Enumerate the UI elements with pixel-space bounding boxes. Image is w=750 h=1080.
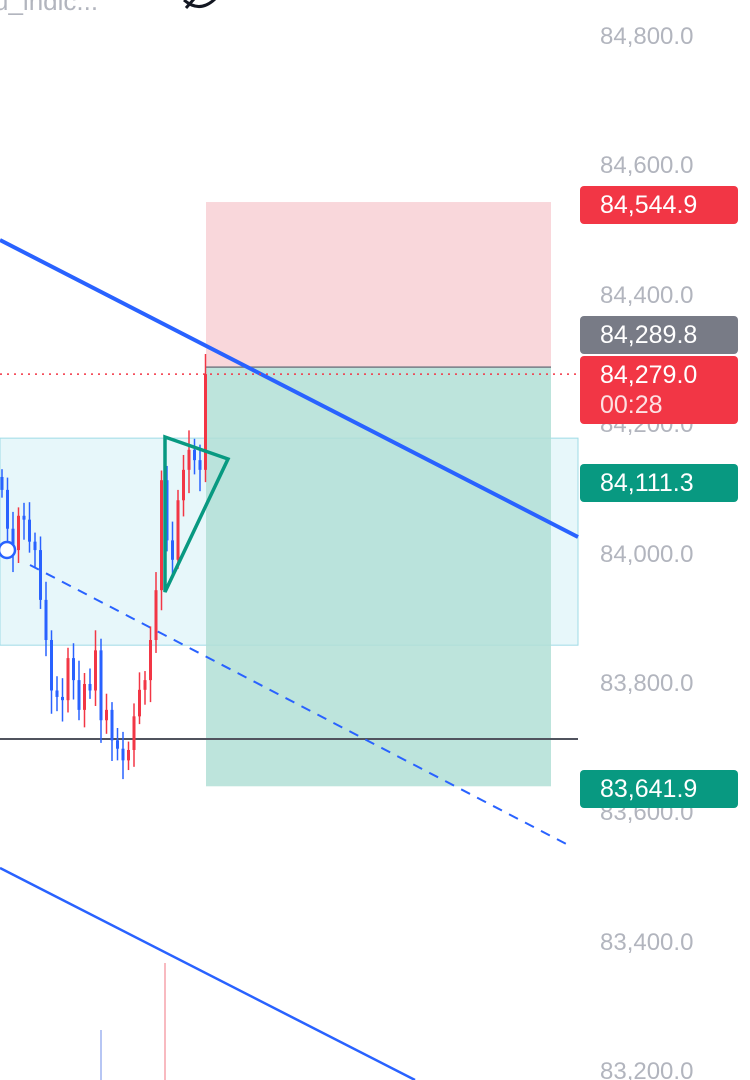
candle [72,658,75,681]
current-price-value: 84,279.0 [600,361,698,389]
candle [127,749,130,761]
candle [6,489,9,529]
candle [204,374,207,470]
trend-line-lower [0,866,416,1080]
price-axis-tick: 83,800.0 [600,670,694,697]
candle [171,540,174,560]
candle [165,480,169,541]
entry-price-label: 84,289.8 [580,316,738,354]
candle [0,476,4,490]
candle [88,684,92,691]
candle [143,680,147,690]
candle [176,500,180,560]
candle [28,519,31,542]
trend-line-upper [0,238,579,539]
candle [132,716,136,750]
candle [105,709,108,721]
price-axis-tick: 83,200.0 [600,1058,694,1080]
take-profit-zone [206,367,551,787]
candle [138,689,141,717]
candle [160,480,163,591]
price-axis-tick: 84,000.0 [600,540,694,568]
candle [55,690,59,697]
candle [110,709,114,741]
price-axis-tick: 84,400.0 [600,281,694,309]
candle [17,515,20,551]
candle [193,449,196,461]
candle [121,748,125,761]
candle [11,528,15,551]
candle [99,650,103,721]
candle [22,515,26,520]
target-price-label: 83,641.9 [580,770,738,808]
drawing-anchor-handle [0,540,17,560]
candle [149,640,152,681]
symbol-indicator-name[interactable]: u_indic... [0,0,99,16]
price-axis-tick: 84,800.0 [600,23,694,50]
triangle-price-label: 84,111.3 [580,464,738,502]
candle [182,469,185,501]
triangle-pattern [163,434,231,593]
candle [66,658,70,701]
candle [61,696,64,701]
bar-countdown: 00:28 [600,391,663,419]
eye-off-icon[interactable] [180,0,220,10]
stop-price-label: 84,544.9 [580,186,738,224]
candle [50,640,53,691]
candle [94,650,97,691]
trend-line-dashed [29,564,573,848]
current-price-label: 84,279.0 00:28 [580,356,738,424]
candle [39,550,42,600]
candle [154,590,158,641]
candle [116,740,119,749]
candle [83,684,86,710]
candle [44,599,48,641]
candle [77,680,81,710]
candle [198,460,202,470]
candle [33,541,37,551]
price-axis-tick: 83,400.0 [600,928,694,956]
stop-loss-zone [206,202,551,368]
price-axis-tick: 84,600.0 [600,152,694,180]
candle [187,449,191,470]
